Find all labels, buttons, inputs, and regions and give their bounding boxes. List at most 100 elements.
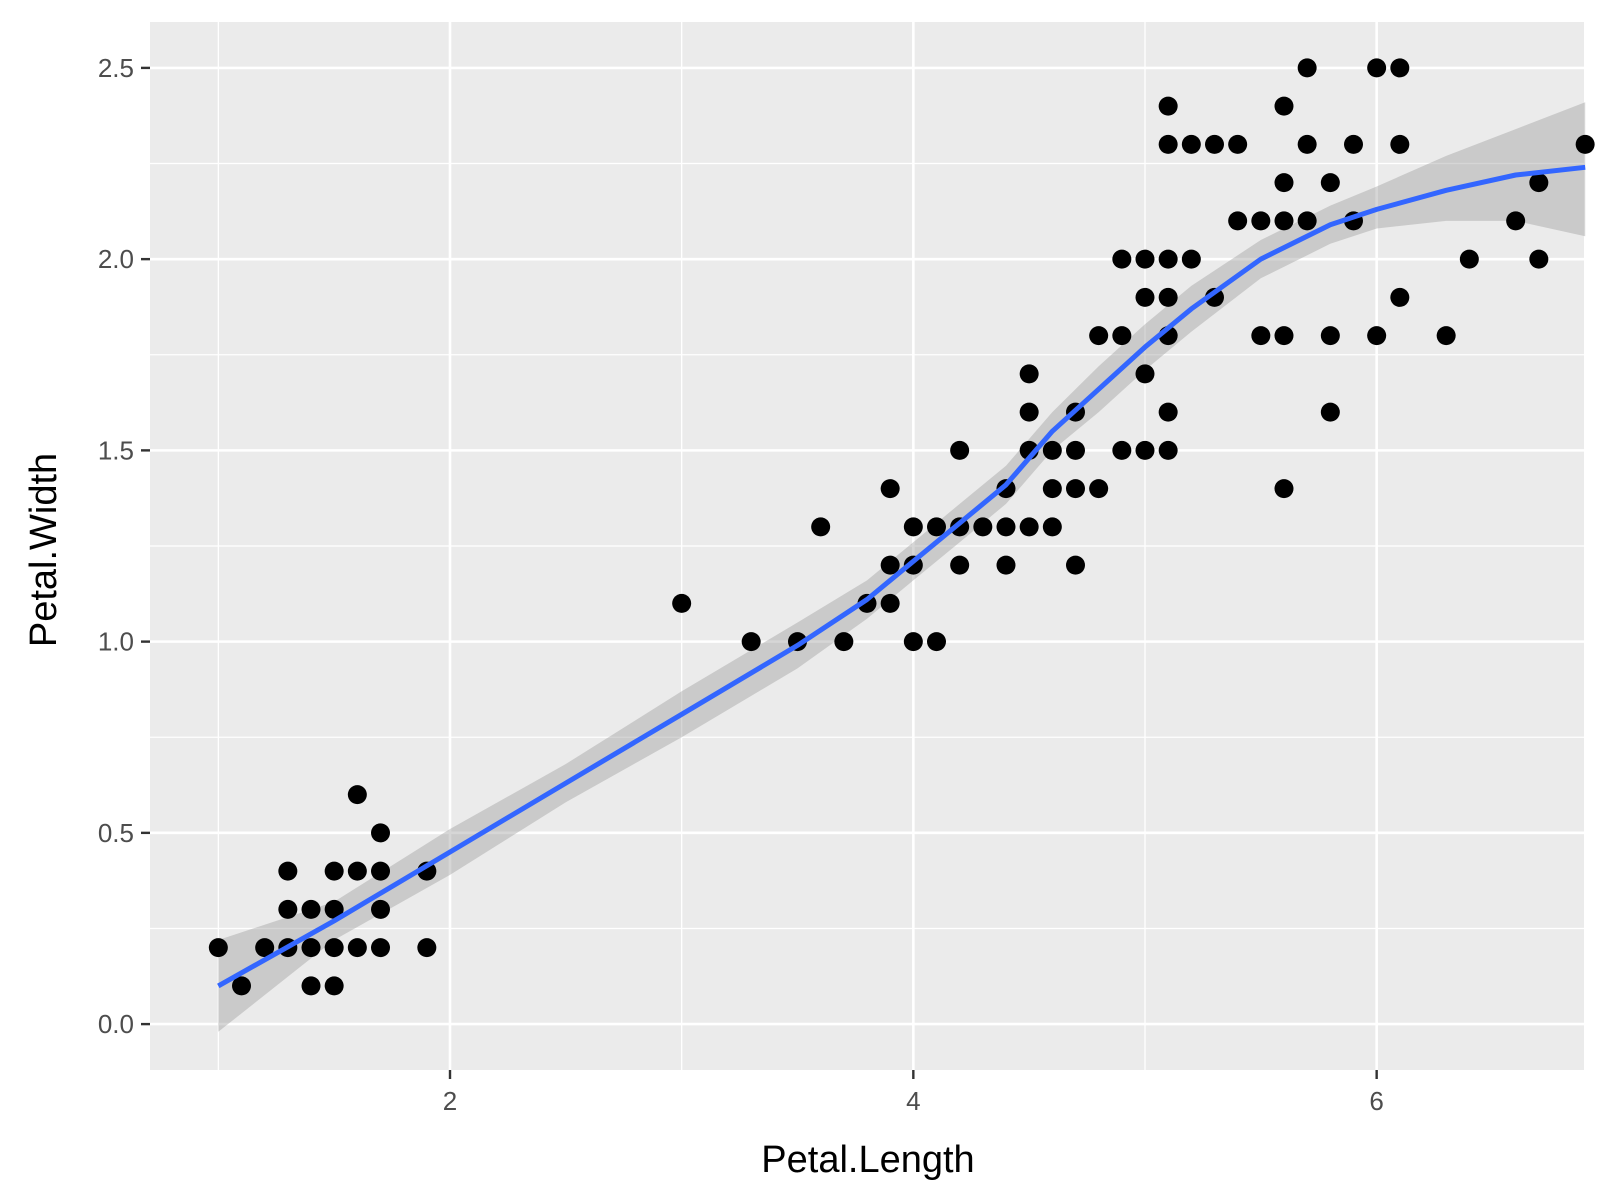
data-point [1158,440,1178,460]
data-point [1158,96,1178,116]
smooth-fit-line [217,164,1586,989]
data-point [371,861,391,881]
y-tick-label: 0.0 [98,1009,134,1039]
data-point [1529,249,1549,269]
data-point [1135,249,1155,269]
data-point [1228,211,1248,231]
data-point [1065,440,1085,460]
data-point [255,938,275,958]
data-point [371,938,391,958]
data-point [996,517,1016,537]
data-point [1297,58,1317,78]
data-point [1158,402,1178,422]
data-point [1251,211,1271,231]
data-point [1089,479,1109,499]
x-axis-title: Petal.Length [761,1139,974,1181]
data-point [1135,287,1155,307]
data-point [371,823,391,843]
x-tick-label: 2 [443,1086,457,1116]
data-point [232,976,252,996]
data-point [301,938,321,958]
y-tick-label: 0.5 [98,818,134,848]
data-point [1297,211,1317,231]
data-point [1390,287,1410,307]
data-point [1228,134,1248,154]
data-point [1181,249,1201,269]
data-point [278,899,298,919]
data-point [324,899,344,919]
data-point [1274,211,1294,231]
data-point [301,976,321,996]
major-gridlines [150,22,1584,1070]
data-point [1390,58,1410,78]
data-point [1019,517,1039,537]
data-point [371,899,391,919]
data-point [1158,287,1178,307]
data-point [926,517,946,537]
data-point [1112,326,1132,346]
data-point [347,785,367,805]
data-point [1135,440,1155,460]
data-point [1112,440,1132,460]
data-point [278,861,298,881]
data-point [903,517,923,537]
x-tick-label: 6 [1369,1086,1383,1116]
data-point [880,555,900,575]
data-point [1506,211,1526,231]
data-point [1320,173,1340,193]
y-tick-label: 1.0 [98,627,134,657]
data-point [811,517,831,537]
data-point [1297,134,1317,154]
data-point [996,479,1016,499]
data-point [347,938,367,958]
data-point [973,517,993,537]
data-point [1274,479,1294,499]
data-point [1459,249,1479,269]
data-point [834,632,854,652]
data-point [1436,326,1456,346]
data-point [1320,326,1340,346]
data-point [208,938,228,958]
data-point [1019,402,1039,422]
data-point [880,593,900,613]
data-point [324,861,344,881]
data-point [672,593,692,613]
data-point [1204,134,1224,154]
data-point [1042,479,1062,499]
data-point [950,555,970,575]
data-point [1274,96,1294,116]
y-axis: 0.0 0.5 1.0 1.5 2.0 2.5 [98,53,150,1039]
data-point [1042,517,1062,537]
data-point [741,632,761,652]
y-tick-label: 2.5 [98,53,134,83]
data-point [1042,440,1062,460]
y-tick-label: 2.0 [98,244,134,274]
data-point [1274,173,1294,193]
data-point [926,632,946,652]
data-point [1390,134,1410,154]
minor-gridlines [150,22,1584,1070]
y-axis-title: Petal.Width [23,453,65,647]
data-point [324,938,344,958]
x-tick-label: 4 [906,1086,920,1116]
data-point [1575,134,1595,154]
data-point [301,899,321,919]
y-tick-label: 1.5 [98,435,134,465]
data-point [1343,134,1363,154]
data-point [1529,173,1549,193]
data-point [996,555,1016,575]
data-point [1112,249,1132,269]
data-point [324,976,344,996]
data-point [1019,364,1039,384]
data-point [1065,555,1085,575]
data-point [1181,134,1201,154]
confidence-band [218,102,1586,1032]
data-point [1158,134,1178,154]
data-point [1367,58,1387,78]
data-point [1135,364,1155,384]
data-point [1320,402,1340,422]
data-point [880,479,900,499]
data-point [1158,249,1178,269]
data-point [1251,326,1271,346]
